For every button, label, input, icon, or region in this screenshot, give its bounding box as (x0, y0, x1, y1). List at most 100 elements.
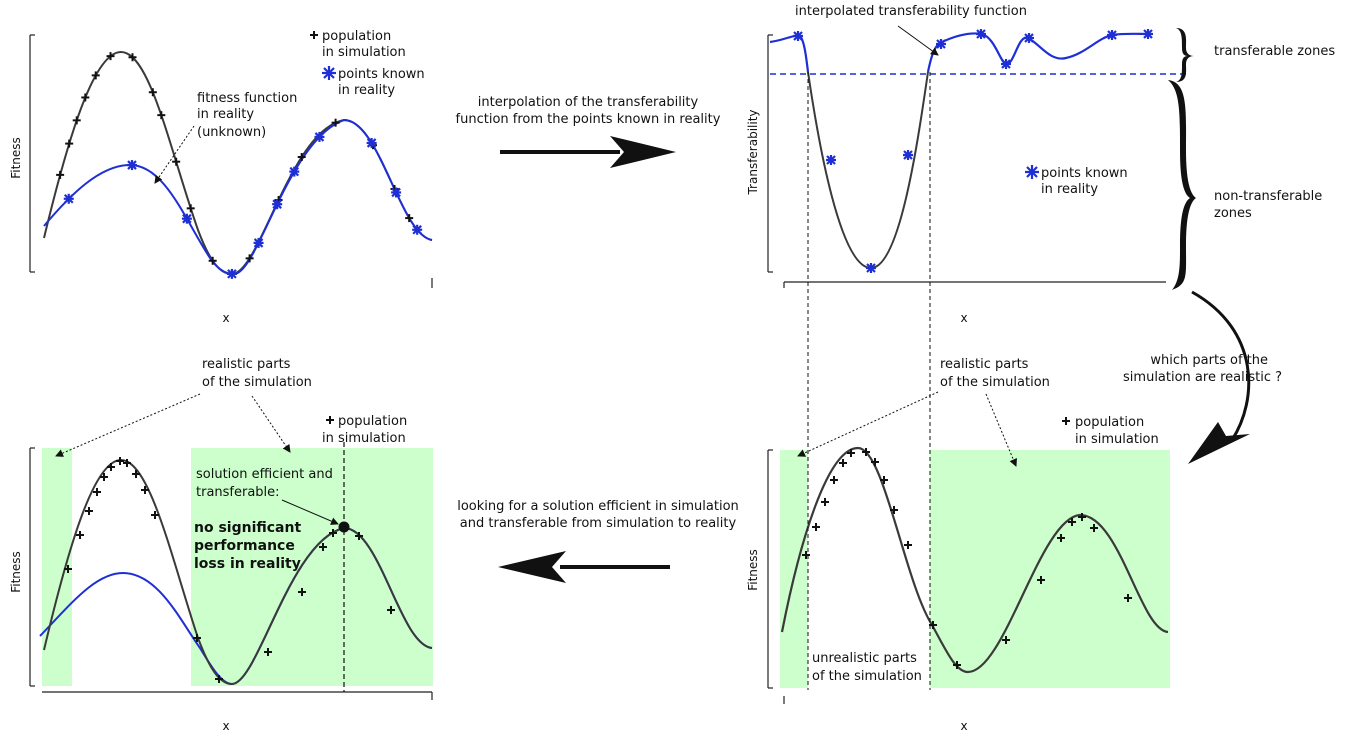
axes-top-right (767, 34, 1166, 288)
asterisk-marker (936, 39, 946, 49)
arrow-head (1188, 422, 1250, 464)
asterisk-marker (126, 160, 137, 171)
ylabel-top-left: Fitness (9, 137, 23, 179)
axes-bottom-left (29, 447, 433, 700)
plus-marker (830, 476, 838, 484)
asterisk-marker (391, 187, 402, 198)
asterisk-marker (1107, 30, 1117, 40)
emphasis-line: no significant (194, 520, 301, 536)
transferability-low-curve (807, 71, 929, 270)
plus-marker (904, 541, 912, 549)
plus-marker (871, 458, 879, 466)
plus-marker (405, 214, 414, 223)
solution-point (338, 521, 350, 533)
arrow-caption: interpolation of the transferability (478, 95, 699, 110)
plus-marker (355, 532, 363, 540)
plus-marker (319, 543, 327, 551)
note-line: realistic parts (202, 357, 291, 372)
simulation-fitness-curve (780, 446, 1169, 674)
reality-markers-top-right (793, 29, 1153, 273)
arrow-search-solution: looking for a solution efficient in simu… (457, 499, 739, 583)
plus-marker (56, 170, 65, 179)
transferability-high-curve-left (769, 34, 810, 73)
asterisk-marker (1143, 29, 1153, 39)
arrow-shaft (1191, 290, 1251, 441)
note-solution: solution efficient and transferable: no … (194, 467, 339, 572)
panel-top-right: Transferability x interpolated transfera… (746, 4, 1335, 325)
plus-marker (65, 139, 74, 148)
plus-marker (91, 71, 100, 80)
asterisk-marker (1024, 33, 1034, 43)
legend-label: in simulation (322, 45, 406, 60)
zone-label: zones (1214, 206, 1252, 221)
plus-marker (839, 459, 847, 467)
legend-reality-top-left: points known in reality (322, 66, 425, 98)
plus-marker (1124, 594, 1132, 602)
legend-reality-top-right: points known in reality (1025, 165, 1128, 197)
reality-markers-top-left (63, 131, 423, 279)
arrow-head (610, 136, 676, 168)
asterisk-icon (322, 66, 336, 80)
ylabel-bottom-right: Fitness (746, 549, 760, 591)
plus-marker (132, 470, 140, 478)
transferability-high-curve-right (926, 32, 1151, 73)
legend-population-bottom-left: population in simulation (322, 414, 407, 446)
population-markers-bottom-left (64, 457, 395, 683)
plus-marker (157, 111, 166, 120)
zone-label: transferable zones (1214, 44, 1335, 59)
asterisk-marker (181, 213, 192, 224)
note-line: realistic parts (940, 357, 1029, 372)
note-unrealistic: unrealistic parts of the simulation (812, 651, 922, 684)
panel-bottom-left: Fitness x population in simulation reali… (9, 357, 433, 732)
legend-label: in simulation (1075, 432, 1159, 447)
arrow-caption: simulation are realistic ? (1123, 370, 1282, 385)
plus-marker (245, 254, 254, 263)
plus-marker (890, 506, 898, 514)
legend-label: points known (338, 67, 425, 82)
plus-marker (802, 551, 810, 559)
plus-marker (387, 606, 395, 614)
plus-marker (1078, 513, 1086, 521)
legend-label: in reality (338, 83, 395, 98)
plus-marker (329, 529, 337, 537)
plus-icon (310, 31, 318, 39)
realistic-zone-right (191, 448, 433, 686)
arrow-caption: and transferable from simulation to real… (460, 516, 737, 531)
plus-marker (64, 565, 72, 573)
xlabel-top-left: x (222, 311, 229, 325)
note-line: interpolated transferability function (795, 4, 1027, 19)
note-line: fitness function (197, 91, 297, 106)
legend-label: population (1075, 415, 1144, 430)
note-interpolated: interpolated transferability function (795, 4, 1027, 56)
plus-icon (1062, 417, 1070, 425)
asterisk-marker (903, 150, 913, 160)
plus-marker (880, 476, 888, 484)
legend-population-bottom-right: population in simulation (1062, 415, 1159, 447)
note-line: (unknown) (197, 125, 266, 140)
plus-marker (85, 507, 93, 515)
note-pointer (281, 499, 339, 525)
plus-marker (172, 157, 181, 166)
plus-marker (331, 118, 340, 127)
plus-marker (106, 52, 115, 61)
note-line: of the simulation (812, 669, 922, 684)
note-pointer (251, 395, 291, 453)
asterisk-marker (366, 137, 377, 148)
arrow-caption: looking for a solution efficient in simu… (457, 499, 739, 514)
realistic-zone-right (930, 450, 1170, 688)
legend-population-top-left: population in simulation (310, 29, 406, 60)
note-pointer (985, 393, 1017, 467)
plus-marker (215, 675, 223, 683)
plus-marker (76, 531, 84, 539)
note-realistic-bottom-left: realistic parts of the simulation (55, 357, 312, 457)
asterisk-marker (976, 29, 986, 39)
plus-marker (123, 459, 131, 467)
panel-top-left: Fitness x population in simulation point… (9, 29, 433, 325)
note-pointer (897, 25, 939, 56)
arrow-head (498, 551, 566, 583)
plus-marker (107, 463, 115, 471)
plus-marker (812, 523, 820, 531)
legend-label: in reality (1041, 182, 1098, 197)
